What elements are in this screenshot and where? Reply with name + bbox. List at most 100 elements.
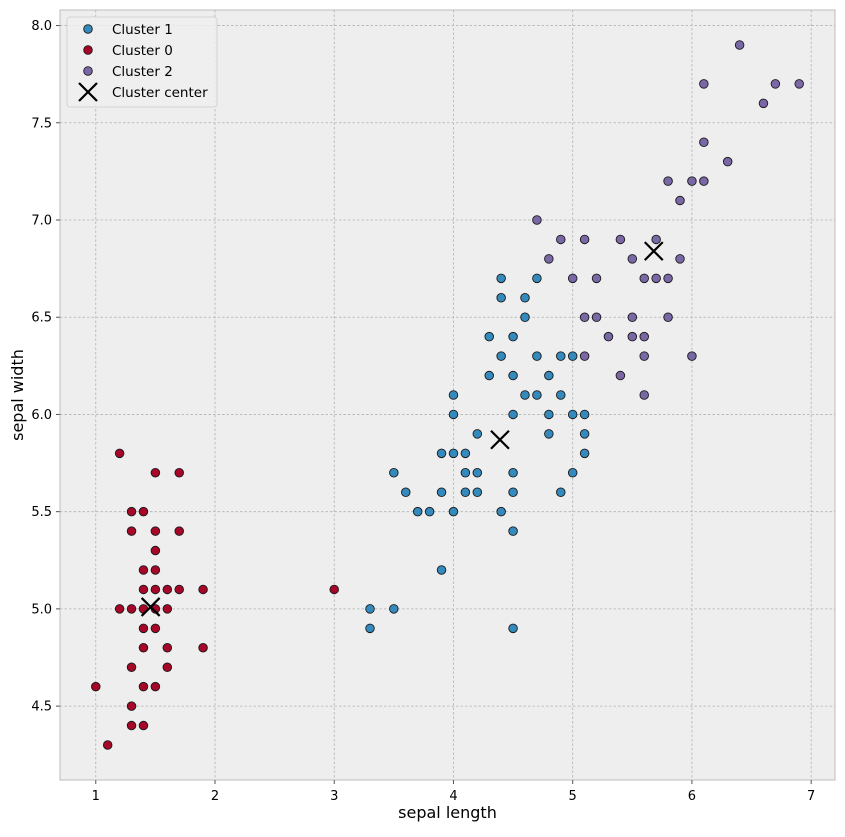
cluster-1-point xyxy=(544,429,554,439)
x-axis-label: sepal length xyxy=(398,803,497,822)
cluster-2-point xyxy=(639,331,649,342)
cluster-2-point xyxy=(639,351,649,361)
cluster-0-point xyxy=(126,662,137,672)
cluster-1-point xyxy=(556,487,566,497)
cluster-2-point xyxy=(722,156,733,167)
cluster-1-point xyxy=(532,351,542,361)
cluster-1-point xyxy=(448,409,459,420)
cluster-0-point xyxy=(150,526,161,536)
legend-label: Cluster 2 xyxy=(112,64,173,80)
cluster-1-point xyxy=(460,448,471,459)
cluster-1-point xyxy=(567,468,578,478)
cluster-2-point xyxy=(663,312,673,322)
cluster-2-point xyxy=(699,176,709,186)
cluster-1-point xyxy=(401,487,411,497)
legend: Cluster 1 Cluster 0 Cluster 2 Cluster cente… xyxy=(66,16,218,108)
cluster-2-point xyxy=(770,79,781,89)
y-tick-label: 6.5 xyxy=(31,311,52,326)
legend-marker xyxy=(83,45,93,55)
cluster-2-point xyxy=(532,215,542,225)
cluster-1-point xyxy=(496,351,506,361)
cluster-2-point xyxy=(794,79,804,89)
cluster-0-point xyxy=(138,623,149,634)
cluster-2-point xyxy=(675,254,685,264)
axis-ticks: 1 2 3 4 5 6 7 4.5 5.0 5.5 6.0 6.5 7.0 7.5 8.0 xyxy=(31,19,815,804)
legend-marker xyxy=(78,82,98,102)
cluster-0-point xyxy=(126,506,137,517)
cluster-0-point xyxy=(150,623,161,634)
cluster-0-point xyxy=(126,604,137,614)
cluster-0-point xyxy=(174,584,184,595)
legend-label: Cluster 0 xyxy=(112,43,173,59)
cluster-0-point xyxy=(162,604,173,614)
cluster-0-point xyxy=(162,584,173,595)
x-tick-label: 5 xyxy=(569,789,577,804)
legend-entry: Cluster 1 xyxy=(83,22,173,38)
cluster-2-point xyxy=(556,234,566,245)
cluster-1-point xyxy=(532,273,542,284)
cluster-1-point xyxy=(436,448,447,459)
cluster-center-marker xyxy=(140,597,161,617)
cluster-1-point xyxy=(579,429,590,439)
cluster-1-point xyxy=(472,487,483,497)
y-tick-label: 5.5 xyxy=(31,505,52,520)
data-points xyxy=(91,40,804,750)
cluster-1-point xyxy=(460,468,471,478)
cluster-1-point xyxy=(389,468,399,478)
cluster-0-point xyxy=(174,526,184,536)
cluster-2-point xyxy=(591,273,602,284)
cluster-0-point xyxy=(91,681,101,692)
cluster-1-point xyxy=(412,506,423,517)
cluster-0-point xyxy=(198,643,208,653)
cluster-2-point xyxy=(579,351,590,361)
y-tick-label: 6.0 xyxy=(31,408,52,423)
cluster-0-point xyxy=(162,643,173,653)
cluster-2-point xyxy=(758,98,769,109)
cluster-2-point xyxy=(687,176,697,186)
y-tick-label: 7.0 xyxy=(31,214,52,229)
cluster-1-point xyxy=(544,370,554,381)
cluster-2-point xyxy=(663,273,673,284)
cluster-0-point xyxy=(150,681,161,692)
cluster-0-point xyxy=(138,506,149,517)
legend-marker xyxy=(83,66,93,76)
plot-area xyxy=(59,9,836,781)
cluster-1-point xyxy=(508,331,518,342)
x-tick-label: 6 xyxy=(688,789,696,804)
cluster-center-marker xyxy=(490,429,510,450)
cluster-2-point xyxy=(627,312,638,322)
cluster-1-point xyxy=(508,468,518,478)
cluster-center-marker xyxy=(643,241,664,261)
legend-label: Cluster 1 xyxy=(112,22,173,38)
cluster-1-point xyxy=(579,409,590,420)
cluster-0-point xyxy=(150,565,161,575)
x-tick-label: 2 xyxy=(211,789,219,804)
cluster-0-point xyxy=(126,701,137,711)
x-tick-label: 4 xyxy=(449,789,457,804)
cluster-1-point xyxy=(424,506,435,517)
cluster-1-point xyxy=(496,273,506,284)
cluster-1-point xyxy=(520,312,530,322)
cluster-0-point xyxy=(174,468,184,478)
cluster-1-point xyxy=(508,370,518,381)
cluster-1-point xyxy=(508,623,518,634)
cluster-1-point xyxy=(532,390,542,400)
legend-entry: Cluster center xyxy=(78,82,208,102)
cluster-2-point xyxy=(651,234,661,245)
cluster-2-point xyxy=(615,370,626,381)
cluster-2-point xyxy=(699,79,709,89)
cluster-1-point xyxy=(508,487,518,497)
cluster-0-point xyxy=(198,584,208,595)
y-tick-label: 4.5 xyxy=(31,700,52,715)
cluster-2-point xyxy=(663,176,673,186)
cluster-1-point xyxy=(579,448,590,459)
cluster-1-point xyxy=(556,390,566,400)
legend-box xyxy=(66,16,218,108)
y-tick-label: 8.0 xyxy=(31,19,52,34)
cluster-0-point xyxy=(102,740,113,750)
cluster-0-point xyxy=(126,720,137,731)
cluster-2-point xyxy=(627,331,638,342)
x-tick-label: 3 xyxy=(330,789,338,804)
